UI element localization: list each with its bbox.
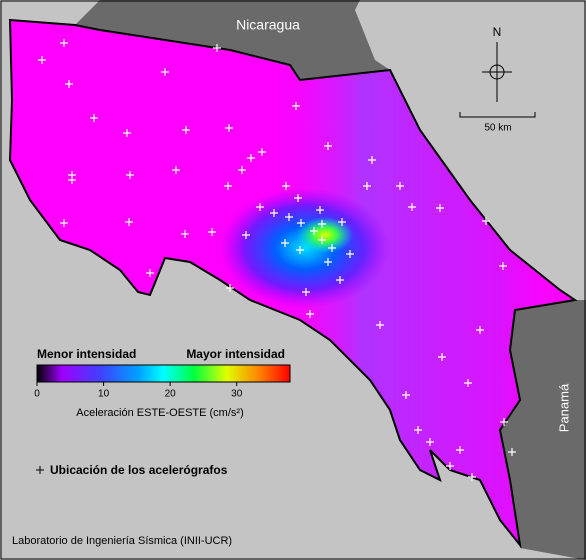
colorbar-tick-label: 10	[98, 389, 110, 400]
station	[500, 418, 508, 426]
coastline	[8, 18, 578, 549]
station	[346, 250, 354, 258]
station	[161, 68, 169, 76]
station	[296, 246, 304, 254]
station	[226, 284, 234, 292]
station	[282, 182, 290, 190]
station	[302, 288, 310, 296]
station	[482, 217, 490, 225]
panama	[500, 300, 586, 560]
station	[68, 176, 76, 184]
colorbar-tick-label: 20	[165, 389, 177, 400]
station	[368, 156, 376, 164]
station	[338, 218, 346, 226]
station	[60, 39, 68, 47]
station	[316, 206, 324, 214]
credit: Laboratorio de Ingeniería Sísmica (INII-…	[12, 535, 232, 547]
station	[224, 182, 232, 190]
station	[242, 231, 250, 239]
colorbar-high: Mayor intensidad	[186, 347, 285, 361]
legend-label: Ubicación de los acelerógrafos	[50, 463, 228, 477]
station	[126, 171, 134, 179]
station	[328, 244, 336, 252]
station	[125, 218, 133, 226]
country-label: Nicaragua	[236, 17, 300, 33]
station	[281, 239, 289, 247]
colorbar-ticks: 0 10 20 30	[34, 382, 243, 400]
station	[297, 219, 305, 227]
station	[306, 310, 314, 318]
station	[499, 262, 507, 270]
station	[464, 379, 472, 387]
colorbar	[36, 364, 291, 383]
station	[402, 391, 410, 399]
station	[456, 446, 464, 454]
stations	[38, 39, 516, 481]
station	[38, 56, 46, 64]
compass-label: N	[493, 25, 502, 39]
station	[60, 219, 68, 227]
station	[426, 438, 434, 446]
station	[213, 44, 221, 52]
intensity-zone	[220, 188, 390, 308]
station	[408, 203, 416, 211]
station	[90, 114, 98, 122]
station	[438, 353, 446, 361]
station	[172, 166, 180, 174]
station	[285, 213, 293, 221]
station	[318, 220, 326, 228]
station	[258, 148, 266, 156]
colorbar-tick-label: 0	[34, 389, 40, 400]
colorbar-tick-label: 30	[231, 389, 243, 400]
station	[310, 227, 318, 235]
station	[446, 462, 454, 470]
intensity-peak	[297, 217, 353, 253]
station	[318, 236, 326, 244]
nicaragua	[75, 0, 390, 80]
station	[182, 126, 190, 134]
station	[292, 102, 300, 110]
station	[146, 269, 154, 277]
station	[376, 321, 384, 329]
station	[225, 124, 233, 132]
colorbar-low: Menor intensidad	[37, 347, 136, 361]
station	[396, 182, 404, 190]
station	[414, 426, 422, 434]
station	[436, 204, 444, 212]
country-label: Panamá	[556, 383, 571, 432]
station	[123, 129, 131, 137]
station	[247, 154, 255, 162]
station	[508, 448, 516, 456]
station	[208, 228, 216, 236]
station	[256, 203, 264, 211]
scale-label: 50 km	[484, 123, 511, 134]
station	[294, 194, 302, 202]
station	[468, 473, 476, 481]
station	[65, 80, 73, 88]
station	[363, 182, 371, 190]
station	[238, 166, 246, 174]
legend-marker	[36, 466, 44, 474]
colorbar-label: Aceleración ESTE-OESTE (cm/s²)	[76, 407, 243, 419]
station	[476, 326, 484, 334]
station	[324, 258, 332, 266]
scale-bar	[459, 112, 536, 118]
station	[324, 142, 332, 150]
compass	[489, 64, 505, 80]
station	[336, 276, 344, 284]
station	[181, 230, 189, 238]
station	[270, 209, 278, 217]
